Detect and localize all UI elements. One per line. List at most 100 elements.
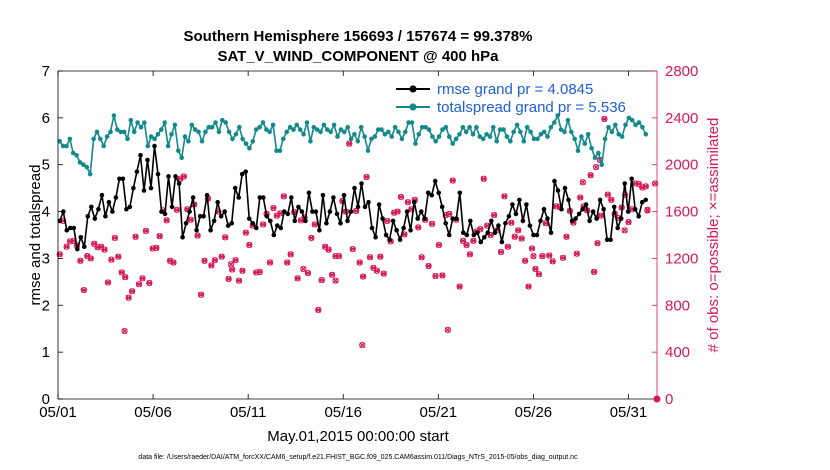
spread-marker (575, 148, 581, 153)
obs-assimilated-marker (228, 261, 234, 268)
obs-assimilated-marker (211, 257, 218, 264)
rmse-marker (450, 216, 456, 221)
rmse-marker (162, 211, 168, 217)
rmse-marker (208, 228, 213, 233)
rmse-marker (131, 185, 136, 191)
obs-assimilated-marker (480, 175, 487, 182)
spread-marker (379, 127, 384, 132)
rmse-marker (362, 204, 368, 210)
spread-marker (484, 132, 489, 137)
spread-marker (77, 160, 83, 165)
obs-assimilated-marker (594, 240, 601, 247)
rmse-marker (527, 223, 533, 228)
obs-assimilated-marker (239, 267, 246, 274)
spread-marker (118, 129, 123, 135)
obs-assimilated-marker (456, 283, 463, 290)
rmse-marker (471, 232, 477, 238)
spread-marker (477, 134, 483, 139)
rmse-marker (310, 209, 315, 214)
spread-marker (321, 122, 327, 128)
rmse-marker (573, 216, 578, 221)
obs-assimilated-marker (435, 242, 442, 248)
y-left-tick-label: 3 (42, 250, 50, 267)
obs-assimilated-marker (294, 275, 301, 282)
obs-assimilated-marker (170, 259, 177, 266)
rmse-marker (345, 218, 350, 224)
obs-assimilated-marker (373, 267, 380, 274)
rmse-marker (173, 174, 178, 179)
chart-title-line-1: Southern Hemisphere 156693 / 157674 = 99… (184, 28, 533, 45)
rmse-marker (296, 204, 301, 210)
spread-marker (616, 132, 621, 137)
spread-marker (237, 124, 242, 130)
spread-marker (199, 139, 205, 144)
obs-assimilated-marker (508, 219, 515, 226)
rmse-marker (96, 206, 101, 212)
obs-assimilated-marker (515, 227, 522, 234)
y-right-tick-label: 400 (665, 344, 690, 361)
rmse-marker (594, 216, 599, 221)
rmse-marker (204, 192, 210, 198)
rmse-marker (155, 171, 161, 177)
obs-assimilated-marker (366, 254, 373, 261)
x-tick-label: 05/31 (610, 404, 648, 421)
spread-marker (287, 124, 293, 130)
spread-marker (345, 124, 351, 130)
y-right-tick-label: 2000 (665, 157, 698, 174)
rmse-marker (601, 206, 606, 212)
obs-assimilated-marker (604, 191, 611, 198)
rmse-marker (457, 190, 463, 196)
obs-assimilated-marker (549, 258, 556, 265)
spread-marker (569, 129, 574, 135)
spread-marker (531, 136, 537, 142)
obs-assimilated-marker (356, 259, 363, 266)
legend-spread-marker (409, 103, 417, 111)
rmse-marker (562, 185, 568, 191)
spread-marker (521, 139, 527, 144)
spread-marker (223, 120, 228, 125)
x-tick-label: 05/16 (324, 404, 362, 421)
rmse-marker (643, 197, 648, 203)
spread-marker (426, 127, 432, 132)
obs-assimilated-marker (546, 252, 553, 259)
spread-marker (592, 155, 598, 160)
spread-marker (281, 136, 286, 142)
spread-marker (213, 120, 218, 125)
rmse-marker (338, 221, 343, 226)
spread-marker (589, 146, 594, 151)
rmse-marker (211, 218, 217, 224)
rmse-marker (636, 214, 641, 219)
rmse-marker (559, 206, 564, 212)
spread-marker (372, 134, 378, 139)
spread-marker (260, 120, 266, 125)
obs-assimilated-marker (136, 281, 143, 288)
rmse-marker (92, 216, 98, 221)
obs-assimilated-marker (270, 205, 277, 211)
obs-assimilated-marker (518, 235, 525, 242)
spread-marker (182, 134, 188, 139)
y-axis-left-label: rmse and totalspread (27, 165, 44, 306)
obs-possible-marker (300, 265, 307, 273)
spread-marker (176, 148, 181, 153)
obs-assimilated-marker (504, 243, 511, 250)
rmse-marker (334, 211, 340, 217)
rmse-marker (89, 204, 94, 210)
obs-assimilated-marker (308, 235, 315, 241)
obs-assimilated-marker (404, 199, 411, 206)
obs-assimilated-marker (242, 229, 249, 236)
rmse-marker (292, 218, 298, 224)
spread-marker (155, 132, 161, 137)
obs-assimilated-marker (335, 253, 342, 259)
obs-assimilated-marker (525, 283, 532, 290)
obs-assimilated-marker (142, 228, 149, 234)
spread-marker (413, 141, 418, 146)
rmse-marker (225, 223, 231, 228)
obs-assimilated-marker (218, 253, 225, 260)
obs-assimilated-marker (429, 221, 436, 227)
rmse-marker (250, 221, 255, 226)
rmse-marker (443, 221, 449, 226)
spread-marker (196, 129, 201, 135)
obs-possible-marker (651, 180, 659, 187)
spread-marker (629, 117, 635, 123)
